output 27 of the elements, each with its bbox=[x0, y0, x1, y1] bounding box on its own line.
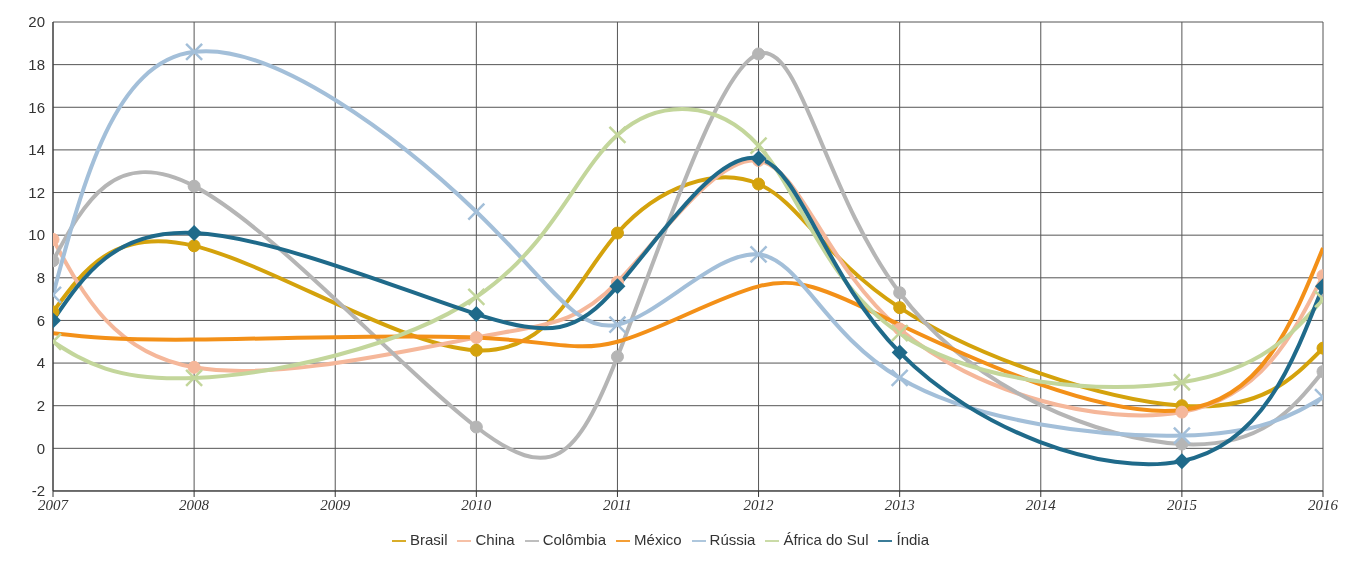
x-tick-label: 2008 bbox=[179, 496, 210, 513]
x-tick-label: 2016 bbox=[1308, 496, 1339, 513]
legend-label: Brasil bbox=[409, 530, 448, 548]
y-tick-label: 20 bbox=[28, 13, 45, 31]
y-tick-label: 2 bbox=[36, 397, 45, 415]
legend-label: China bbox=[475, 530, 515, 548]
x-tick-label: 2014 bbox=[1025, 496, 1057, 513]
y-tick-label: 16 bbox=[28, 98, 45, 116]
x-tick-label: 2015 bbox=[1166, 496, 1198, 513]
y-tick-label: 12 bbox=[28, 183, 45, 201]
x-tick-label: 2011 bbox=[603, 496, 632, 513]
y-tick-label: 10 bbox=[28, 226, 45, 244]
legend-label: Colômbia bbox=[542, 530, 607, 548]
y-tick-label: 18 bbox=[28, 55, 45, 73]
legend-label: África do Sul bbox=[783, 530, 869, 548]
y-tick-label: 14 bbox=[28, 141, 45, 159]
legend-label: México bbox=[634, 530, 682, 548]
y-tick-label: 6 bbox=[36, 311, 45, 329]
x-tick-label: 2012 bbox=[743, 496, 775, 513]
x-tick-label: 2009 bbox=[320, 496, 351, 513]
x-tick-label: 2010 bbox=[461, 496, 492, 513]
x-tick-label: 2013 bbox=[884, 496, 915, 513]
y-tick-label: 0 bbox=[36, 439, 45, 457]
legend-label: Rússia bbox=[709, 530, 756, 548]
legend-label: Índia bbox=[896, 530, 930, 548]
y-tick-label: 4 bbox=[36, 354, 45, 372]
y-tick-label: 8 bbox=[36, 269, 45, 287]
